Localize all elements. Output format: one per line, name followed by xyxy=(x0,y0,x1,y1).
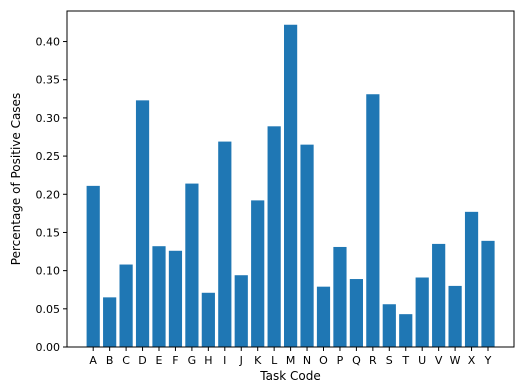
bar-Q xyxy=(349,279,363,347)
y-tick-label: 0.35 xyxy=(36,74,61,87)
y-axis: 0.00 0.05 0.10 0.15 0.20 0.25 0.30 0.35 0.40 xyxy=(36,36,67,354)
x-tick-label: I xyxy=(223,354,226,367)
x-tick-label: P xyxy=(337,354,344,367)
bar-D xyxy=(135,100,150,347)
x-tick-label: L xyxy=(271,354,278,367)
x-tick-label: E xyxy=(156,354,163,367)
x-tick-label: X xyxy=(468,354,476,367)
x-tick-label: K xyxy=(254,354,262,367)
x-tick-label: H xyxy=(204,354,212,367)
x-tick-label: F xyxy=(172,354,178,367)
bar-J xyxy=(234,275,248,347)
bar-A xyxy=(86,185,100,347)
bar-K xyxy=(251,200,265,347)
bar-G xyxy=(185,183,199,347)
x-tick-label: U xyxy=(418,354,426,367)
x-tick-label: C xyxy=(122,354,130,367)
x-tick-label: Q xyxy=(352,354,361,367)
bar-F xyxy=(168,250,183,347)
x-tick-label: W xyxy=(450,354,461,367)
x-tick-label: A xyxy=(89,354,97,367)
bar-N xyxy=(300,144,314,347)
bar-S xyxy=(382,304,396,347)
bar-C xyxy=(119,264,133,347)
bar-V xyxy=(432,243,446,347)
x-tick-label: Y xyxy=(484,354,492,367)
plot-frame xyxy=(66,10,515,348)
bar-R xyxy=(366,94,380,348)
bar-W xyxy=(448,285,462,347)
y-tick-label: 0.25 xyxy=(36,150,61,163)
x-tick-label: B xyxy=(106,354,114,367)
y-tick-label: 0.40 xyxy=(36,36,61,49)
bar-L xyxy=(267,126,281,347)
y-tick-label: 0.30 xyxy=(36,112,61,125)
y-tick-label: 0.10 xyxy=(36,265,61,278)
bar-H xyxy=(201,292,215,347)
bar-P xyxy=(333,246,347,347)
bar-U xyxy=(415,277,429,347)
bar-O xyxy=(316,286,331,347)
x-tick-label: T xyxy=(401,354,409,367)
x-tick-label: G xyxy=(188,354,197,367)
bar-X xyxy=(464,211,479,347)
x-tick-label: S xyxy=(386,354,393,367)
x-tick-label: J xyxy=(239,354,243,367)
bar-E xyxy=(152,246,166,347)
y-axis-label: Percentage of Positive Cases xyxy=(9,93,23,265)
bar-Y xyxy=(481,240,495,347)
x-tick-label: R xyxy=(369,354,377,367)
x-tick-label: D xyxy=(138,354,146,367)
y-tick-label: 0.15 xyxy=(36,226,61,239)
bar-T xyxy=(399,314,413,347)
y-tick-label: 0.20 xyxy=(36,188,61,201)
bars-group xyxy=(86,24,495,348)
y-tick-label: 0.00 xyxy=(36,341,61,354)
x-axis-label: Task Code xyxy=(259,369,320,383)
x-tick-label: M xyxy=(286,354,296,367)
x-tick-label: N xyxy=(303,354,311,367)
bar-B xyxy=(103,297,117,347)
x-tick-label: V xyxy=(435,354,443,367)
bar-I xyxy=(218,141,232,347)
bar-M xyxy=(284,24,298,347)
y-tick-label: 0.05 xyxy=(36,303,61,316)
x-tick-label: O xyxy=(319,354,328,367)
